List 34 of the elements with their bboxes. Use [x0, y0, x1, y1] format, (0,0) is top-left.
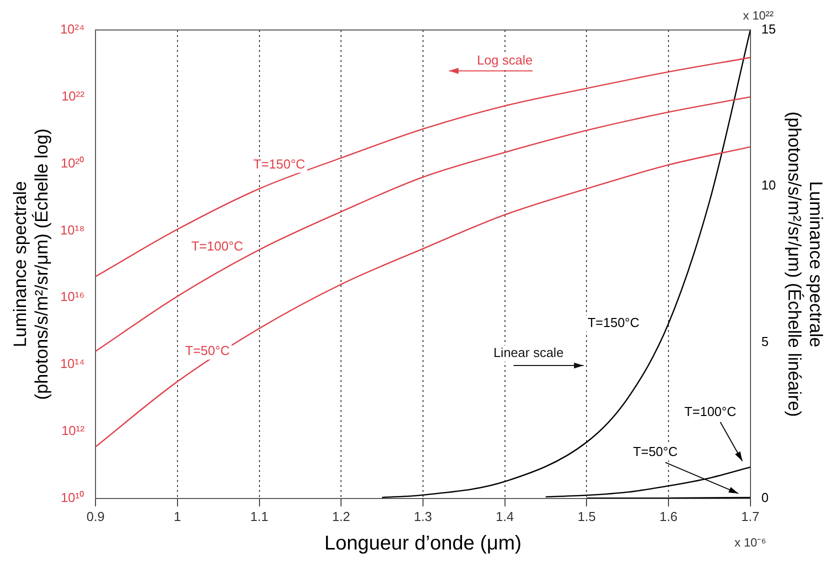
x-tick-label: 1	[174, 508, 182, 524]
text: T=100°C	[684, 404, 736, 419]
series-label: T=100°C	[191, 238, 244, 254]
y2-tick-label: 0	[761, 490, 769, 505]
series-label: T=50°C	[185, 343, 230, 358]
x-tick-label: 1.4	[496, 508, 514, 524]
y-tick-label: 10¹⁰	[60, 490, 85, 505]
y2-axis-title: Luminance spectrale (photons/s/m²/sr/μm) (Échelle linéaire)	[784, 111, 826, 417]
y-tick-label: 10¹⁸	[60, 222, 85, 238]
y-tick-label: 10²⁰	[60, 155, 85, 170]
series-label: T=150°C	[253, 156, 306, 172]
text: T=50°C	[633, 444, 678, 460]
y-tick-label: 10²²	[61, 88, 86, 104]
series-label: T=150°C	[588, 315, 640, 330]
text: x 10⁻⁶	[734, 536, 766, 550]
x-tick-label: 1.1	[250, 508, 268, 524]
x-tick-label: 1.3	[414, 508, 432, 524]
y2-tick-label: 10	[761, 178, 776, 193]
x-tick-label: 1.2	[332, 508, 350, 524]
y-axis-title: Luminance spectrale (photons/s/m²/sr/μm) (Échelle log)	[10, 128, 52, 400]
y-tick-label: 10¹⁶	[60, 289, 85, 304]
x-tick-label: 1.7	[741, 508, 760, 524]
annotation: Linear scale	[493, 345, 564, 360]
y-tick-label: 10¹²	[61, 423, 86, 438]
y2-tick-label: 15	[761, 22, 776, 37]
y-tick-label: 10¹⁴	[60, 356, 85, 372]
x-tick-label: 1.6	[659, 508, 678, 524]
text: x 10²²	[742, 8, 774, 22]
x-axis-title: Longueur d’onde (μm)	[324, 532, 522, 555]
y-tick-label: 10²⁴	[60, 22, 85, 37]
x-tick-label: 1.5	[578, 508, 596, 524]
annotation: Log scale	[476, 52, 533, 68]
y2-tick-label: 5	[761, 334, 769, 349]
x-tick-label: 0.9	[86, 508, 105, 524]
